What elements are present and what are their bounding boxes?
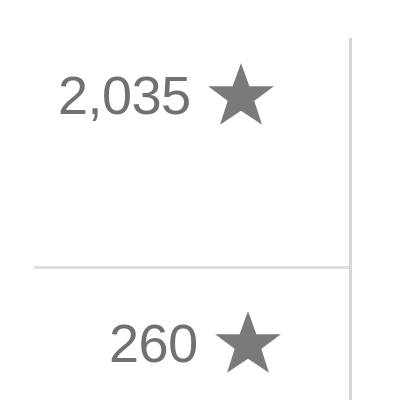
row-divider (34, 266, 349, 269)
star-count-value: 2,035 (58, 66, 191, 126)
star-count-item: 260 (109, 308, 284, 380)
star-icon (205, 61, 277, 131)
star-count-value: 260 (109, 314, 198, 374)
vertical-divider (349, 38, 352, 400)
star-count-item: 2,035 (58, 60, 277, 132)
star-icon (212, 309, 284, 379)
